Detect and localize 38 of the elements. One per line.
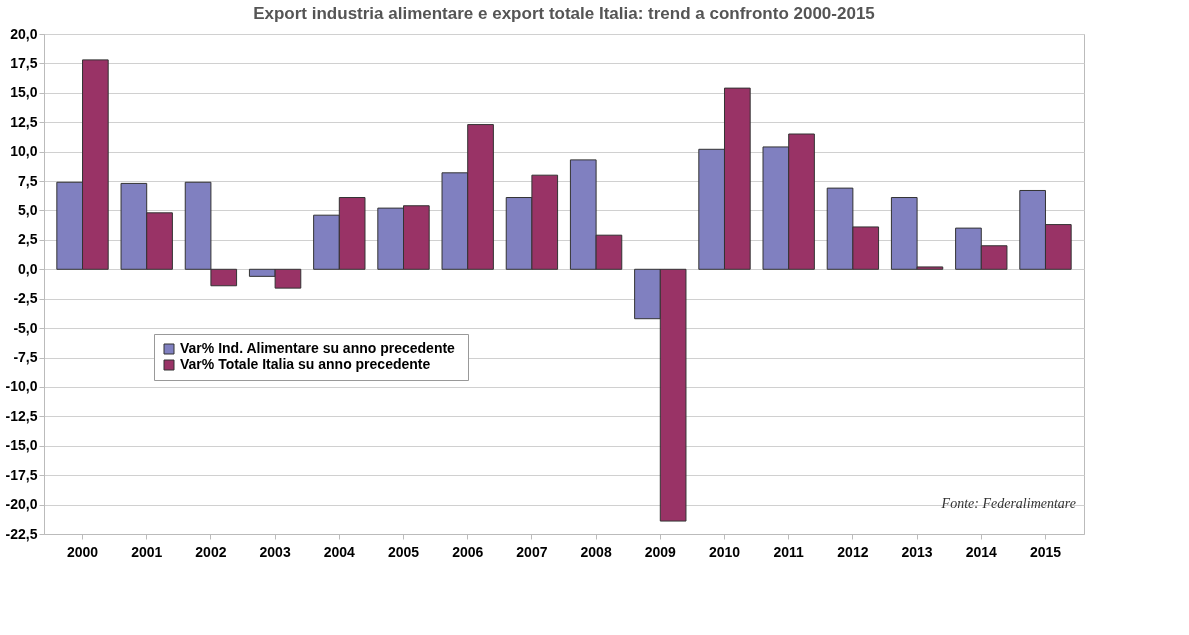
x-tick-label: 2015 <box>1029 543 1062 560</box>
y-tick-label: 15,0 <box>10 84 38 101</box>
y-tick-label: -7,5 <box>13 349 38 366</box>
y-tick-label: 12,5 <box>10 113 38 130</box>
y-tick-label: -20,0 <box>5 496 38 513</box>
y-tick-label: -22,5 <box>5 525 38 542</box>
x-tick-label: 2011 <box>773 543 805 560</box>
annotation: Fonte: Federalimentare <box>940 496 1076 511</box>
y-tick-label: -17,5 <box>5 466 38 483</box>
legend-label: Var% Ind. Alimentare su anno precedente <box>180 340 456 356</box>
x-tick-label: 2007 <box>516 543 548 560</box>
x-tick-label: 2000 <box>66 543 99 560</box>
y-tick-label: 2,5 <box>18 231 38 248</box>
legend-label: Var% Totale Italia su anno precedente <box>180 356 431 372</box>
y-tick-label: 10,0 <box>10 143 38 160</box>
x-tick-label: 2008 <box>580 543 612 560</box>
x-tick-label: 2005 <box>387 543 420 560</box>
x-tick-label: 2012 <box>837 543 869 560</box>
y-tick-label: -10,0 <box>5 378 38 395</box>
chart-title: Export industria alimentare e export totale Italia: trend a confronto 2000-2015 <box>253 4 875 23</box>
x-tick-label: 2006 <box>452 543 484 560</box>
x-tick-label: 2009 <box>644 543 677 560</box>
y-tick-label: 0,0 <box>18 260 38 277</box>
y-tick-label: -12,5 <box>5 407 38 424</box>
x-tick-label: 2010 <box>708 543 741 560</box>
y-tick-label: 7,5 <box>18 172 38 189</box>
x-tick-label: 2001 <box>131 543 163 560</box>
x-tick-label: 2003 <box>259 543 291 560</box>
y-tick-label: 5,0 <box>18 201 38 218</box>
x-tick-label: 2013 <box>901 543 933 560</box>
y-tick-label: 17,5 <box>10 54 38 71</box>
y-tick-label: 20,0 <box>10 25 38 42</box>
x-tick-label: 2002 <box>195 543 227 560</box>
y-tick-label: -5,0 <box>13 319 38 336</box>
x-tick-label: 2014 <box>965 543 998 560</box>
y-tick-label: -2,5 <box>13 290 38 307</box>
x-tick-label: 2004 <box>323 543 356 560</box>
y-tick-label: -15,0 <box>5 437 38 454</box>
